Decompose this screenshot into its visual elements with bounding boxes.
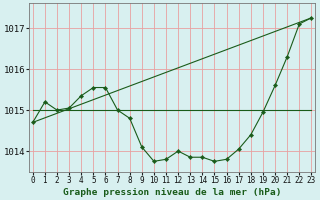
X-axis label: Graphe pression niveau de la mer (hPa): Graphe pression niveau de la mer (hPa) <box>63 188 281 197</box>
